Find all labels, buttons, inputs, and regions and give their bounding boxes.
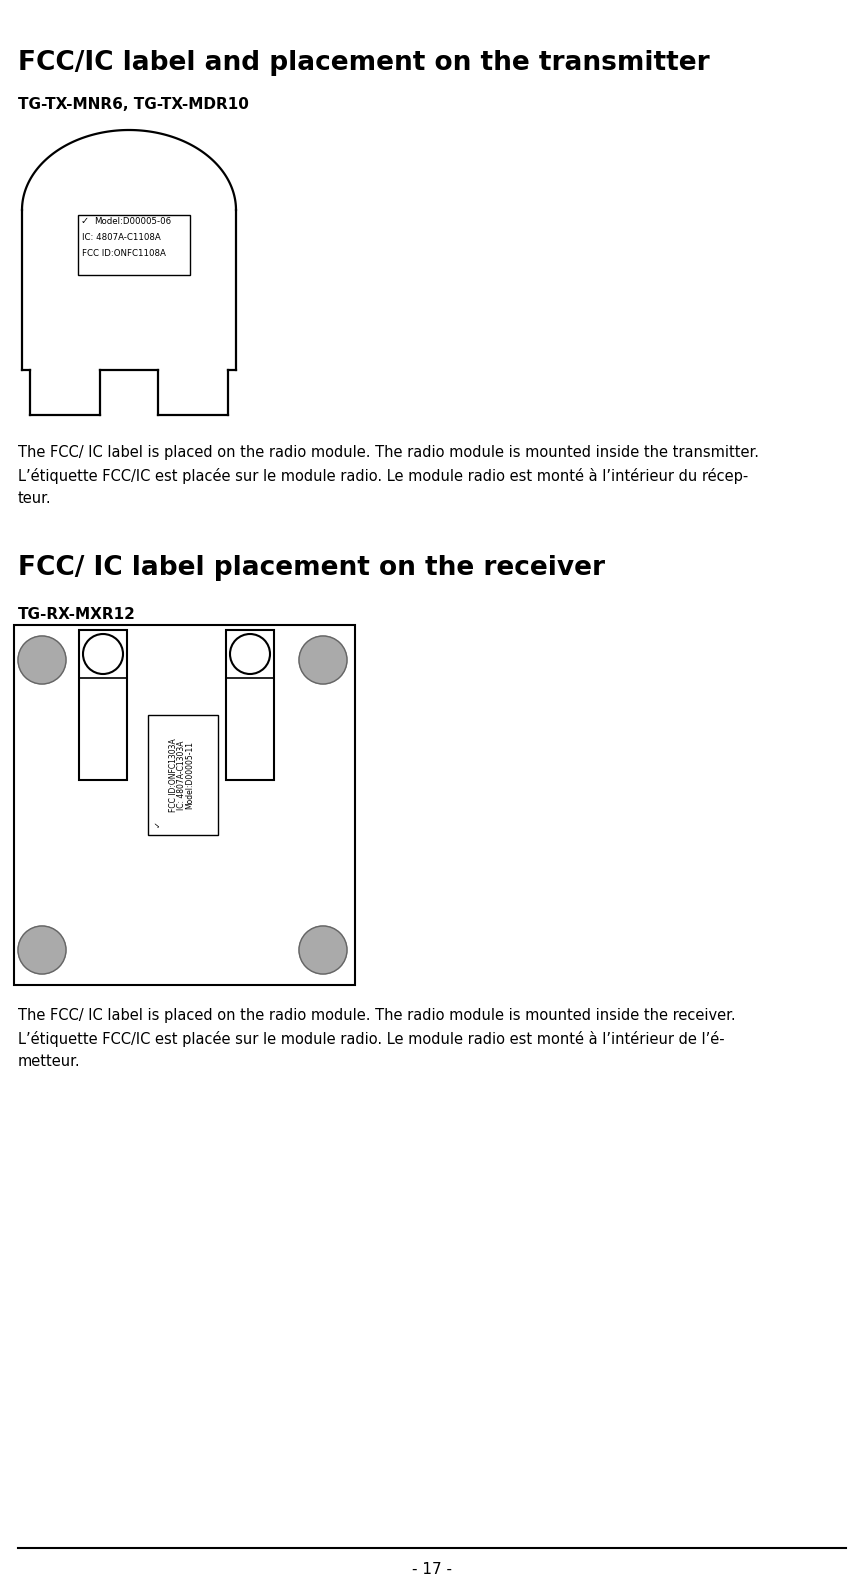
Text: Model:D00005-06: Model:D00005-06 (94, 217, 171, 225)
Text: IC: 4807A-C1108A: IC: 4807A-C1108A (82, 233, 161, 243)
Circle shape (18, 637, 66, 684)
Text: TG-RX-MXR12: TG-RX-MXR12 (18, 607, 136, 623)
Text: L’étiquette FCC/IC est placée sur le module radio. Le module radio est monté à l: L’étiquette FCC/IC est placée sur le mod… (18, 468, 748, 484)
Text: IC: 4807A-C1303A: IC: 4807A-C1303A (177, 741, 187, 810)
Bar (226, 630, 274, 780)
Text: - 17 -: - 17 - (412, 1562, 452, 1576)
Bar (148, 716, 218, 835)
Text: FCC ID:ONFC1108A: FCC ID:ONFC1108A (82, 249, 166, 258)
Text: The FCC/ IC label is placed on the radio module. The radio module is mounted ins: The FCC/ IC label is placed on the radio… (18, 1009, 735, 1023)
Text: The FCC/ IC label is placed on the radio module. The radio module is mounted ins: The FCC/ IC label is placed on the radio… (18, 444, 759, 460)
Circle shape (18, 927, 66, 974)
Text: Model:D00005-11: Model:D00005-11 (186, 741, 194, 808)
Text: TG-TX-MNR6, TG-TX-MDR10: TG-TX-MNR6, TG-TX-MDR10 (18, 98, 249, 112)
Text: teur.: teur. (18, 492, 52, 506)
Text: FCC/IC label and placement on the transmitter: FCC/IC label and placement on the transm… (18, 50, 709, 76)
Text: metteur.: metteur. (18, 1054, 80, 1069)
Bar (79, 630, 127, 780)
Text: ✓: ✓ (81, 216, 89, 225)
Bar (78, 214, 190, 274)
Circle shape (299, 637, 347, 684)
Text: FCC/ IC label placement on the receiver: FCC/ IC label placement on the receiver (18, 555, 605, 582)
Circle shape (299, 927, 347, 974)
Text: ✓: ✓ (153, 820, 162, 827)
Bar (14, 626, 355, 985)
Text: FCC ID:ONFC1303A: FCC ID:ONFC1303A (169, 738, 179, 812)
Text: L’étiquette FCC/IC est placée sur le module radio. Le module radio est monté à l: L’étiquette FCC/IC est placée sur le mod… (18, 1031, 725, 1046)
